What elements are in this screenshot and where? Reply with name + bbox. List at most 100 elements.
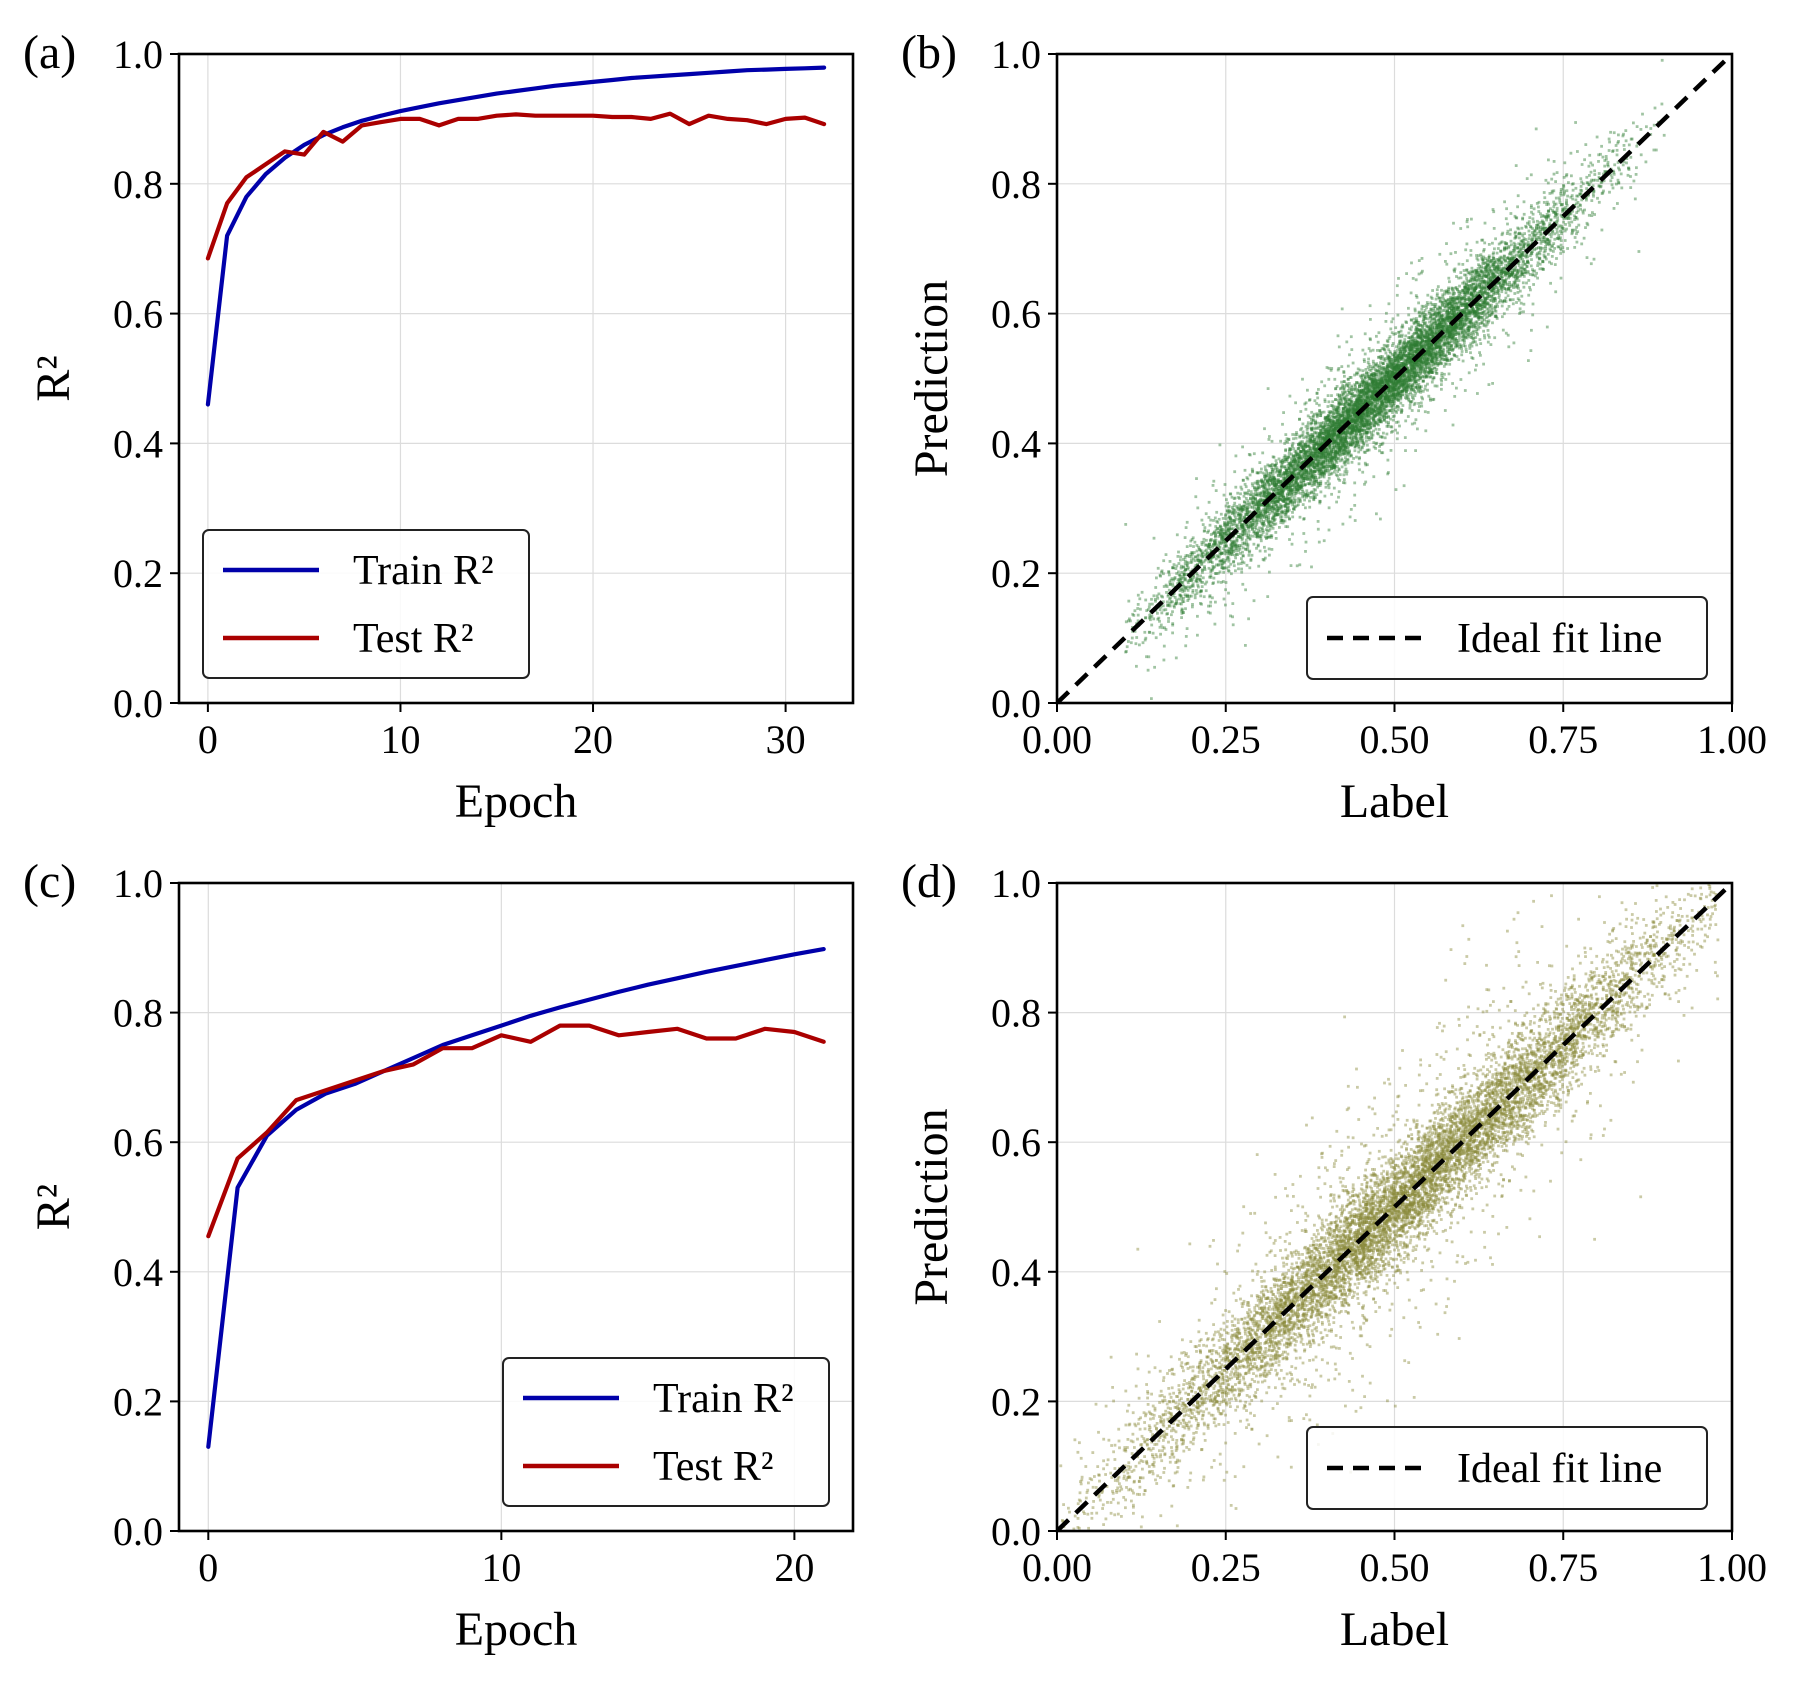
scatter-point (1238, 497, 1241, 500)
scatter-point (1523, 213, 1526, 216)
scatter-point (1494, 237, 1497, 240)
scatter-point (1244, 483, 1247, 486)
scatter-point (1378, 331, 1381, 334)
scatter-point (1509, 228, 1512, 231)
scatter-point (1318, 404, 1321, 407)
scatter-point (1407, 314, 1410, 317)
scatter-point (1159, 626, 1162, 629)
scatter-point (1530, 204, 1533, 207)
scatter-point (1440, 289, 1443, 292)
scatter-point (1301, 457, 1304, 460)
scatter-point (1367, 358, 1370, 361)
scatter-point (1176, 533, 1179, 536)
scatter-point (1264, 550, 1267, 553)
scatter-point (1304, 506, 1307, 509)
scatter-point (1330, 493, 1333, 496)
scatter-point (1454, 251, 1457, 254)
scatter-point (1288, 518, 1291, 521)
y-tick-label: 0.8 (113, 162, 163, 207)
scatter-point (1375, 335, 1378, 338)
scatter-point (1392, 317, 1395, 320)
scatter-point (1301, 488, 1304, 491)
scatter-point (1261, 452, 1264, 455)
scatter-point (1475, 344, 1478, 347)
scatter-point (1552, 201, 1555, 204)
scatter-point (1444, 260, 1447, 263)
scatter-point (1455, 387, 1458, 390)
scatter-point (1403, 484, 1406, 487)
scatter-point (1417, 402, 1420, 405)
scatter-point (1598, 201, 1601, 204)
scatter-point (1354, 519, 1357, 522)
scatter-point (1175, 657, 1178, 660)
scatter-point (1510, 243, 1513, 246)
scatter-point (1635, 166, 1638, 169)
scatter-point (1143, 631, 1146, 634)
scatter-point (1302, 503, 1305, 506)
scatter-point (1333, 378, 1336, 381)
scatter-point (1478, 351, 1481, 354)
scatter-point (1270, 534, 1273, 537)
scatter-point (1459, 271, 1462, 274)
scatter-point (1225, 498, 1228, 501)
scatter-point (1408, 399, 1411, 402)
scatter-point (1622, 133, 1625, 136)
scatter-point (1161, 596, 1164, 599)
scatter-point (1551, 255, 1554, 258)
scatter-point (1547, 182, 1550, 185)
scatter-point (1295, 437, 1298, 440)
scatter-point (1306, 478, 1309, 481)
scatter-point (1550, 236, 1553, 239)
scatter-point (1483, 242, 1486, 245)
scatter-point (1536, 220, 1539, 223)
scatter-point (1227, 569, 1230, 572)
scatter-point (1577, 206, 1580, 209)
scatter-point (1506, 232, 1509, 235)
scatter-point (1331, 404, 1334, 407)
scatter-point (1549, 219, 1552, 222)
scatter-point (1232, 623, 1235, 626)
scatter-point (1520, 302, 1523, 305)
scatter-point (1556, 216, 1559, 219)
scatter-point (1291, 433, 1294, 436)
scatter-point (1645, 125, 1648, 128)
scatter-point (1433, 376, 1436, 379)
scatter-point (1292, 437, 1295, 440)
scatter-point (1256, 471, 1259, 474)
scatter-point (1512, 302, 1515, 305)
x-tick-label: 20 (573, 717, 613, 762)
scatter-point (1580, 243, 1583, 246)
scatter-point (1640, 153, 1643, 156)
scatter-point (1191, 606, 1194, 609)
scatter-point (1590, 179, 1593, 182)
scatter-point (1305, 408, 1308, 411)
panel-label: (a) (23, 26, 76, 79)
scatter-point (1612, 187, 1615, 190)
scatter-point (1596, 136, 1599, 139)
scatter-point (1369, 350, 1372, 353)
scatter-point (1397, 277, 1400, 280)
scatter-point (1233, 502, 1236, 505)
scatter-point (1633, 180, 1636, 183)
scatter-point (1159, 633, 1162, 636)
scatter-point (1653, 149, 1656, 152)
scatter-point (1533, 207, 1536, 210)
scatter-point (1267, 387, 1270, 390)
scatter-point (1171, 601, 1174, 604)
scatter-point (1625, 139, 1628, 142)
scatter-point (1510, 240, 1513, 243)
scatter-point (1310, 566, 1313, 569)
scatter-point (1528, 234, 1531, 237)
scatter-point (1214, 601, 1217, 604)
scatter-point (1365, 440, 1368, 443)
scatter-point (1520, 295, 1523, 298)
scatter-point (1291, 445, 1294, 448)
scatter-point (1327, 394, 1330, 397)
scatter-point (1199, 575, 1202, 578)
scatter-point (1536, 202, 1539, 205)
x-tick-label: 30 (766, 717, 806, 762)
scatter-point (1424, 410, 1427, 413)
scatter-point (1305, 489, 1308, 492)
